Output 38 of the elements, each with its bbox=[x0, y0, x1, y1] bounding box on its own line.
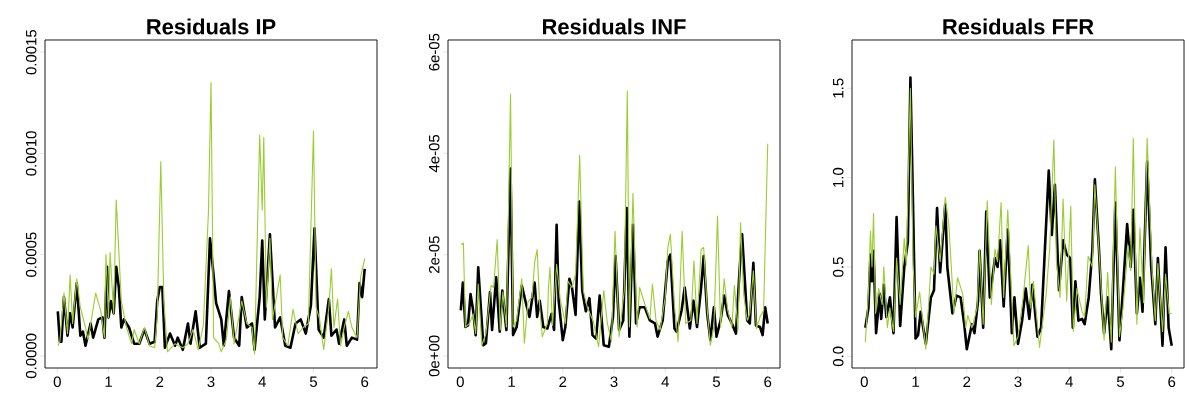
x-tick-label: 4 bbox=[258, 376, 266, 387]
x-tick-label: 5 bbox=[712, 376, 721, 387]
y-tick-label: 0.0000 bbox=[25, 333, 37, 379]
x-tick-label: 3 bbox=[207, 376, 215, 388]
x-tick-label: 1 bbox=[912, 376, 919, 387]
x-tick-label: 5 bbox=[1116, 376, 1125, 387]
chart-title: Residuals FFR bbox=[943, 18, 1094, 35]
x-tick-label: 2 bbox=[963, 376, 971, 387]
y-tick-label: 2e-05 bbox=[428, 236, 440, 273]
chart-title: Residuals INF bbox=[543, 18, 686, 35]
x-tick-label: 4 bbox=[661, 376, 669, 387]
x-tick-label: 2 bbox=[156, 376, 164, 387]
x-tick-label: 3 bbox=[610, 376, 618, 388]
x-tick-label: 5 bbox=[309, 376, 317, 387]
y-tick-label: 1.5 bbox=[833, 78, 844, 98]
y-tick-label: 1.0 bbox=[832, 167, 844, 187]
y-tick-label: 0.0010 bbox=[25, 131, 37, 176]
y-tick-label: 4e-05 bbox=[428, 134, 440, 173]
x-tick-label: 0 bbox=[456, 376, 464, 388]
line-series bbox=[57, 81, 366, 355]
x-tick-label: 2 bbox=[559, 376, 567, 387]
line-series bbox=[460, 90, 769, 348]
x-tick-label: 0 bbox=[860, 376, 868, 388]
x-tick-label: 0 bbox=[53, 376, 61, 388]
x-tick-label: 4 bbox=[1065, 376, 1073, 387]
y-tick-label: 0.0005 bbox=[25, 232, 37, 277]
x-tick-label: 6 bbox=[764, 376, 772, 388]
y-tick-label: 0.0015 bbox=[25, 29, 37, 75]
x-tick-label: 3 bbox=[1014, 376, 1022, 388]
y-tick-label: 0.0 bbox=[832, 346, 844, 367]
y-tick-label: 0e+00 bbox=[428, 335, 440, 377]
x-tick-label: 1 bbox=[508, 376, 515, 387]
y-tick-label: 0.5 bbox=[832, 257, 844, 277]
x-tick-label: 1 bbox=[105, 376, 112, 387]
x-tick-label: 6 bbox=[361, 376, 369, 388]
y-tick-label: 6e-05 bbox=[428, 33, 440, 71]
x-tick-label: 6 bbox=[1168, 376, 1176, 388]
chart-title: Residuals IP bbox=[147, 18, 276, 35]
